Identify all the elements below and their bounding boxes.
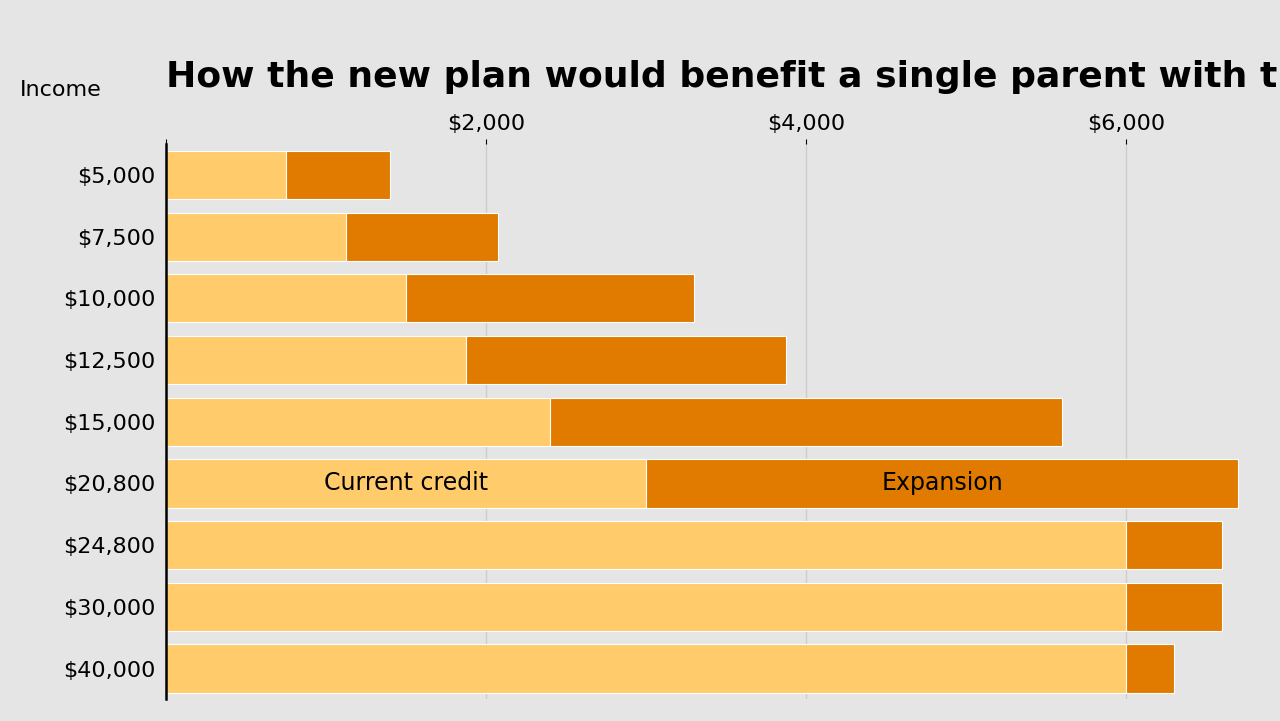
Bar <box>1126 521 1222 569</box>
Bar <box>166 275 407 322</box>
Bar <box>166 398 550 446</box>
Text: Current credit: Current credit <box>324 472 489 495</box>
Text: How the new plan would benefit a single parent with three children: How the new plan would benefit a single … <box>166 60 1280 94</box>
Bar <box>166 583 1126 631</box>
Bar <box>1126 645 1175 693</box>
Bar <box>646 459 1238 508</box>
Bar <box>466 336 786 384</box>
Bar <box>550 398 1062 446</box>
Bar <box>166 151 287 199</box>
Bar <box>347 213 498 261</box>
Bar <box>287 151 390 199</box>
Bar <box>1126 583 1222 631</box>
Bar <box>407 275 694 322</box>
Text: Expansion: Expansion <box>882 472 1004 495</box>
Bar <box>166 459 646 508</box>
Bar <box>166 645 1126 693</box>
Bar <box>166 336 466 384</box>
Text: Income: Income <box>19 80 101 99</box>
Bar <box>166 521 1126 569</box>
Bar <box>166 213 347 261</box>
